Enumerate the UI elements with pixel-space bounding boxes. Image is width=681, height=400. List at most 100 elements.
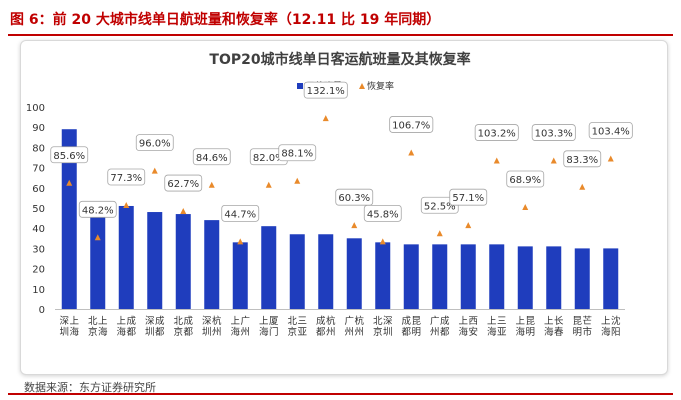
recovery-label-box bbox=[278, 144, 317, 162]
x-tick-label: 昆 bbox=[525, 316, 535, 327]
title-rule bbox=[8, 34, 673, 36]
recovery-marker bbox=[123, 201, 130, 208]
y-tick-label: 100 bbox=[26, 103, 45, 114]
x-tick-label: 上 bbox=[230, 316, 240, 327]
recovery-marker bbox=[522, 204, 529, 210]
x-tick-label: 上 bbox=[259, 316, 269, 327]
recovery-label-box bbox=[50, 146, 89, 164]
recovery-data-label: 52.5% bbox=[424, 201, 456, 212]
recovery-data-label: 83.3% bbox=[566, 155, 598, 166]
x-tick-label: 亚 bbox=[297, 327, 307, 338]
recovery-label-box bbox=[531, 124, 576, 141]
recovery-data-label: 68.9% bbox=[509, 175, 541, 186]
bar bbox=[403, 244, 419, 309]
x-tick-label: 成 bbox=[440, 315, 450, 327]
recovery-data-label: 103.4% bbox=[592, 127, 630, 138]
x-tick-label: 海 bbox=[116, 326, 126, 338]
source-note: 数据来源：东方证券研究所 bbox=[24, 381, 156, 394]
x-tick-label: 上 bbox=[116, 316, 126, 327]
x-tick-label: 州 bbox=[326, 327, 336, 338]
recovery-data-label: 85.6% bbox=[53, 151, 85, 162]
x-tick-label: 海 bbox=[230, 326, 240, 338]
x-tick-label: 西 bbox=[468, 316, 478, 327]
bar bbox=[232, 242, 248, 309]
legend-marker-label: 恢复率 bbox=[367, 80, 394, 92]
x-tick-label: 杭 bbox=[326, 315, 336, 327]
recovery-label-box bbox=[192, 148, 231, 166]
recovery-data-label: 82.0% bbox=[253, 153, 285, 164]
y-tick-label: 60 bbox=[32, 184, 45, 195]
chart-title: TOP20城市线单日客运航班量及其恢复率 bbox=[209, 51, 470, 68]
x-tick-label: 海 bbox=[601, 326, 611, 338]
x-tick-label: 三 bbox=[297, 316, 307, 327]
x-tick-label: 海 bbox=[487, 326, 497, 338]
bar bbox=[460, 244, 476, 309]
recovery-marker bbox=[237, 238, 244, 245]
bar bbox=[603, 248, 619, 309]
recovery-marker bbox=[322, 115, 329, 122]
x-tick-label: 阳 bbox=[611, 327, 621, 338]
bar bbox=[289, 234, 305, 309]
bar bbox=[375, 242, 391, 309]
y-tick-label: 90 bbox=[32, 123, 45, 134]
x-tick-label: 厦 bbox=[269, 316, 279, 327]
x-tick-label: 海 bbox=[69, 326, 79, 338]
x-tick-label: 深 bbox=[59, 316, 69, 327]
x-tick-label: 门 bbox=[269, 326, 279, 338]
recovery-label-box bbox=[303, 81, 348, 99]
bar bbox=[432, 244, 448, 309]
x-tick-label: 圳 bbox=[59, 327, 69, 338]
bar bbox=[118, 205, 134, 309]
legend-marker-swatch bbox=[359, 83, 365, 89]
y-tick-label: 0 bbox=[39, 305, 45, 316]
recovery-data-label: 44.7% bbox=[224, 209, 256, 220]
x-tick-label: 深 bbox=[145, 316, 155, 327]
x-tick-label: 上 bbox=[515, 316, 525, 327]
recovery-label-box bbox=[563, 150, 602, 168]
recovery-data-label: 106.7% bbox=[392, 120, 430, 131]
x-tick-label: 都 bbox=[316, 327, 326, 338]
recovery-data-label: 45.8% bbox=[367, 209, 399, 220]
recovery-label-box bbox=[107, 168, 146, 186]
y-tick-label: 30 bbox=[32, 244, 45, 255]
x-tick-label: 广 bbox=[430, 315, 440, 327]
bar bbox=[517, 246, 533, 309]
x-tick-label: 成 bbox=[155, 315, 165, 327]
x-tick-label: 明 bbox=[525, 327, 535, 338]
x-tick-label: 上 bbox=[98, 316, 108, 327]
x-tick-label: 昆 bbox=[411, 316, 421, 327]
recovery-marker bbox=[294, 177, 301, 184]
bar bbox=[574, 248, 590, 309]
x-tick-label: 都 bbox=[155, 327, 165, 338]
x-tick-label: 京 bbox=[88, 326, 98, 338]
recovery-label-box bbox=[363, 204, 402, 222]
x-tick-label: 三 bbox=[497, 316, 507, 327]
y-tick-label: 80 bbox=[32, 143, 45, 154]
recovery-label-box bbox=[135, 134, 174, 152]
recovery-data-label: 48.2% bbox=[82, 205, 114, 216]
bar bbox=[61, 129, 77, 309]
x-tick-label: 州 bbox=[430, 327, 440, 338]
x-tick-label: 成 bbox=[401, 315, 411, 327]
recovery-label-box bbox=[164, 174, 203, 192]
legend-bar-swatch bbox=[297, 83, 303, 89]
bar bbox=[318, 234, 334, 309]
x-tick-label: 京 bbox=[373, 326, 383, 338]
recovery-marker bbox=[208, 181, 215, 188]
recovery-label-box bbox=[506, 170, 545, 188]
x-tick-label: 圳 bbox=[202, 327, 212, 338]
x-tick-label: 州 bbox=[212, 327, 222, 338]
x-tick-label: 广 bbox=[240, 315, 250, 327]
recovery-data-label: 84.6% bbox=[196, 153, 228, 164]
x-tick-label: 海 bbox=[259, 326, 269, 338]
x-tick-label: 明 bbox=[411, 327, 421, 338]
recovery-marker bbox=[493, 157, 500, 164]
recovery-label-box bbox=[389, 116, 434, 133]
bar bbox=[261, 226, 277, 309]
x-tick-label: 都 bbox=[440, 327, 450, 338]
recovery-marker bbox=[66, 179, 73, 186]
x-tick-label: 安 bbox=[468, 326, 478, 338]
recovery-data-label: 62.7% bbox=[167, 179, 199, 190]
